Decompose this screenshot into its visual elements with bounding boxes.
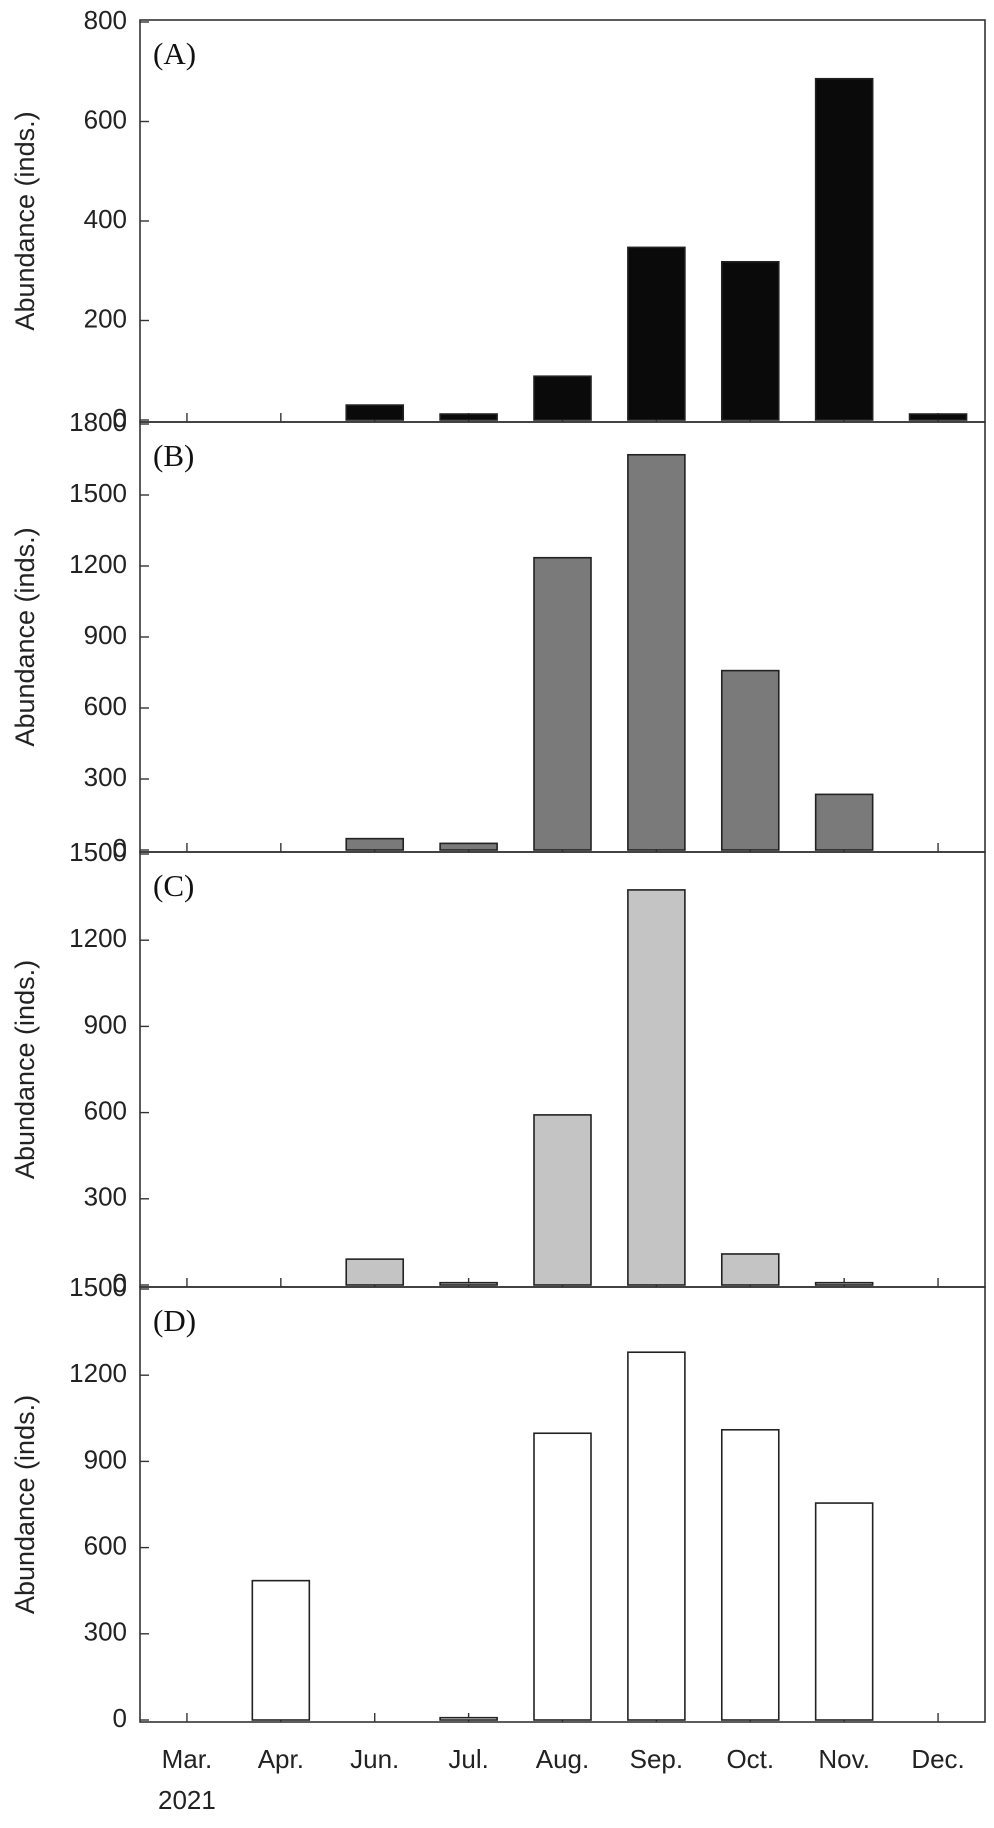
y-tick-label: 900 (84, 620, 127, 650)
x-tick-label: Nov. (818, 1744, 870, 1774)
panel-label: (B) (153, 438, 194, 473)
y-axis-title: Abundance (inds.) (10, 960, 40, 1179)
bar-sep (627, 1351, 686, 1721)
y-tick-label: 0 (113, 1703, 127, 1733)
bar-oct (720, 669, 780, 851)
chart-panel-1: 0 200 400 600 800 (A) Abundance (inds.) (10, 5, 986, 433)
bar-nov (814, 1502, 874, 1721)
y-tick-label: 1200 (69, 1358, 127, 1388)
panel-label: (C) (153, 868, 194, 903)
bar-aug (533, 556, 592, 851)
y-tick-label: 1200 (69, 923, 127, 953)
x-axis-labels: 2021 Mar. Apr. Jun. Jul. Aug. Sep. Oct. Nov. Dec… (158, 1744, 965, 1815)
y-tick-label: 0 (113, 403, 127, 433)
bar-jul (439, 1716, 498, 1721)
y-tick-label: 0 (113, 833, 127, 863)
bar-oct (720, 1253, 780, 1286)
x-tick-label: Jun. (350, 1744, 399, 1774)
bar-aug (533, 1114, 592, 1286)
bar-jun (345, 1258, 405, 1286)
y-tick-label: 800 (84, 5, 127, 35)
x-tick-label: Apr. (258, 1744, 304, 1774)
y-tick-label: 600 (84, 1095, 127, 1125)
x-tick-label: Oct. (726, 1744, 774, 1774)
bar-sep (627, 246, 686, 421)
chart-panel-3: 0 300 600 900 1200 1500 (C) Abundance (inds.) (10, 837, 986, 1298)
y-tick-label: 1500 (69, 837, 127, 867)
y-tick-label: 300 (84, 762, 127, 792)
bar-dec (908, 413, 968, 421)
y-tick-label: 1800 (69, 407, 127, 437)
bar-apr (251, 1579, 311, 1721)
bar-jun (345, 404, 405, 421)
bar-jul (439, 1281, 498, 1286)
y-tick-label: 1200 (69, 549, 127, 579)
bar-oct (720, 260, 780, 421)
bar-jul (439, 413, 498, 421)
bar-sep (627, 453, 686, 851)
panel-label: (A) (153, 36, 196, 71)
bar-jul (439, 842, 498, 851)
y-tick-label: 400 (84, 204, 127, 234)
y-tick-label: 600 (84, 104, 127, 134)
chart-panel-4: 0 300 600 900 1200 1500 (D) Abundance (inds.) (10, 1272, 986, 1733)
x-tick-label: Mar. (162, 1744, 213, 1774)
y-tick-label: 900 (84, 1444, 127, 1474)
x-tick-label: Jul. (448, 1744, 488, 1774)
y-tick-label: 1500 (69, 478, 127, 508)
bar-nov (814, 793, 874, 851)
panels: 0 200 400 600 800 (A) Abundance (inds.) 0 300 600… (10, 5, 986, 1733)
y-tick-label: 600 (84, 1530, 127, 1560)
panel-label: (D) (153, 1303, 196, 1338)
y-tick-label: 300 (84, 1182, 127, 1212)
x-tick-label: Sep. (630, 1744, 684, 1774)
bar-oct (720, 1428, 780, 1721)
y-axis-title: Abundance (inds.) (10, 111, 40, 330)
y-tick-label: 300 (84, 1617, 127, 1647)
y-tick-label: 200 (84, 303, 127, 333)
x-axis-year-label: 2021 (158, 1785, 216, 1815)
y-tick-label: 1500 (69, 1272, 127, 1302)
bar-nov (814, 77, 874, 421)
bar-aug (533, 1432, 592, 1721)
y-tick-label: 900 (84, 1009, 127, 1039)
bar-aug (533, 375, 592, 421)
y-axis-title: Abundance (inds.) (10, 1395, 40, 1614)
chart-panel-2: 0 300 600 900 1200 1500 1800 (B) Abundance (inds… (10, 407, 986, 863)
y-tick-label: 600 (84, 691, 127, 721)
bar-jun (345, 837, 405, 851)
y-tick-label: 0 (113, 1268, 127, 1298)
x-tick-label: Aug. (536, 1744, 590, 1774)
bar-sep (627, 889, 686, 1286)
bar-nov (814, 1281, 874, 1286)
x-tick-label: Dec. (911, 1744, 964, 1774)
y-axis-title: Abundance (inds.) (10, 527, 40, 746)
